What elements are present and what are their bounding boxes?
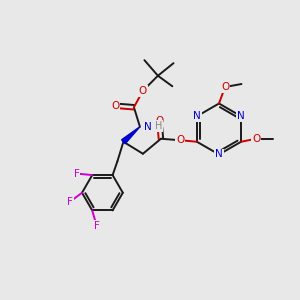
Text: F: F <box>74 169 80 178</box>
Text: N: N <box>237 111 245 121</box>
Text: N: N <box>193 111 201 121</box>
Text: F: F <box>94 221 100 231</box>
Text: O: O <box>155 116 164 126</box>
Text: F: F <box>67 197 73 207</box>
Text: O: O <box>252 134 260 144</box>
Text: O: O <box>111 101 119 111</box>
Text: O: O <box>176 135 184 145</box>
Text: N: N <box>144 122 152 132</box>
Polygon shape <box>122 127 140 144</box>
Text: O: O <box>139 86 147 96</box>
Text: O: O <box>221 82 229 92</box>
Text: H: H <box>155 121 162 131</box>
Text: N: N <box>215 149 223 160</box>
